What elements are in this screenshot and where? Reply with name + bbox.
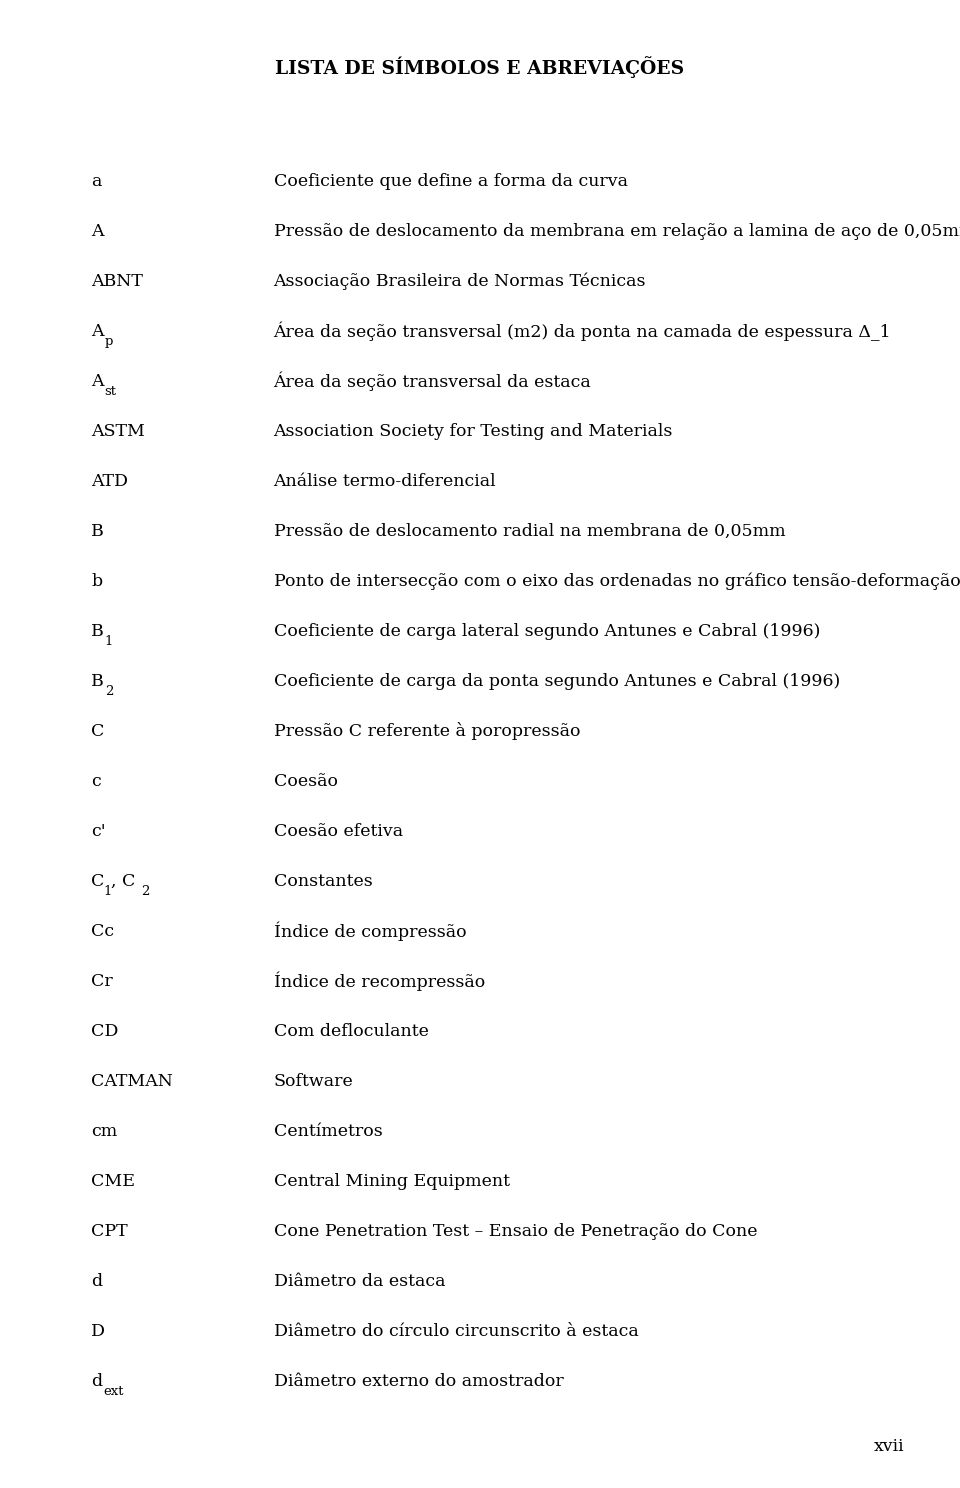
Text: B: B [91,673,104,690]
Text: B: B [91,522,104,540]
Text: Ponto de intersecção com o eixo das ordenadas no gráfico tensão-deformação: Ponto de intersecção com o eixo das orde… [274,573,960,589]
Text: D: D [91,1323,106,1339]
Text: p: p [105,335,113,348]
Text: Pressão de deslocamento radial na membrana de 0,05mm: Pressão de deslocamento radial na membra… [274,522,785,540]
Text: xvii: xvii [874,1439,904,1455]
Text: ABNT: ABNT [91,272,143,290]
Text: Cc: Cc [91,923,114,940]
Text: C: C [91,872,105,890]
Text: st: st [105,385,117,399]
Text: Association Society for Testing and Materials: Association Society for Testing and Mate… [274,423,673,440]
Text: Central Mining Equipment: Central Mining Equipment [274,1173,510,1190]
Text: Pressão C referente à poropressão: Pressão C referente à poropressão [274,722,580,740]
Text: B: B [91,622,104,640]
Text: d: d [91,1372,103,1390]
Text: A: A [91,323,104,339]
Text: Associação Brasileira de Normas Técnicas: Associação Brasileira de Normas Técnicas [274,272,646,290]
Text: Diâmetro do círculo circunscrito à estaca: Diâmetro do círculo circunscrito à estac… [274,1323,638,1339]
Text: ATD: ATD [91,473,129,490]
Text: Diâmetro da estaca: Diâmetro da estaca [274,1272,445,1290]
Text: 2: 2 [105,684,113,698]
Text: A: A [91,223,104,240]
Text: Coesão: Coesão [274,772,338,790]
Text: Área da seção transversal (m2) da ponta na camada de espessura Δ_1: Área da seção transversal (m2) da ponta … [274,321,891,341]
Text: LISTA DE SÍMBOLOS E ABREVIAÇÕES: LISTA DE SÍMBOLOS E ABREVIAÇÕES [276,57,684,79]
Text: b: b [91,573,103,589]
Text: Índice de recompressão: Índice de recompressão [274,972,485,991]
Text: Cr: Cr [91,973,113,990]
Text: Pressão de deslocamento da membrana em relação a lamina de aço de 0,05mm: Pressão de deslocamento da membrana em r… [274,223,960,240]
Text: Área da seção transversal da estaca: Área da seção transversal da estaca [274,372,591,391]
Text: a: a [91,173,102,190]
Text: Índice de compressão: Índice de compressão [274,921,467,940]
Text: Coeficiente que define a forma da curva: Coeficiente que define a forma da curva [274,173,628,190]
Text: CATMAN: CATMAN [91,1073,173,1089]
Text: Com defloculante: Com defloculante [274,1022,428,1040]
Text: 2: 2 [141,885,150,899]
Text: c: c [91,772,101,790]
Text: 1: 1 [105,635,113,649]
Text: Análise termo-diferencial: Análise termo-diferencial [274,473,496,490]
Text: Coeficiente de carga da ponta segundo Antunes e Cabral (1996): Coeficiente de carga da ponta segundo An… [274,673,840,690]
Text: Diâmetro externo do amostrador: Diâmetro externo do amostrador [274,1372,564,1390]
Text: Coesão efetiva: Coesão efetiva [274,823,403,839]
Text: A: A [91,372,104,390]
Text: Cone Penetration Test – Ensaio de Penetração do Cone: Cone Penetration Test – Ensaio de Penetr… [274,1223,757,1240]
Text: CPT: CPT [91,1223,128,1240]
Text: Software: Software [274,1073,353,1089]
Text: c': c' [91,823,106,839]
Text: , C: , C [111,872,135,890]
Text: 1: 1 [104,885,112,899]
Text: ASTM: ASTM [91,423,145,440]
Text: CME: CME [91,1173,135,1190]
Text: Centímetros: Centímetros [274,1122,382,1140]
Text: d: d [91,1272,103,1290]
Text: Constantes: Constantes [274,872,372,890]
Text: CD: CD [91,1022,119,1040]
Text: cm: cm [91,1122,117,1140]
Text: C: C [91,723,105,740]
Text: Coeficiente de carga lateral segundo Antunes e Cabral (1996): Coeficiente de carga lateral segundo Ant… [274,622,820,640]
Text: ext: ext [104,1385,124,1399]
